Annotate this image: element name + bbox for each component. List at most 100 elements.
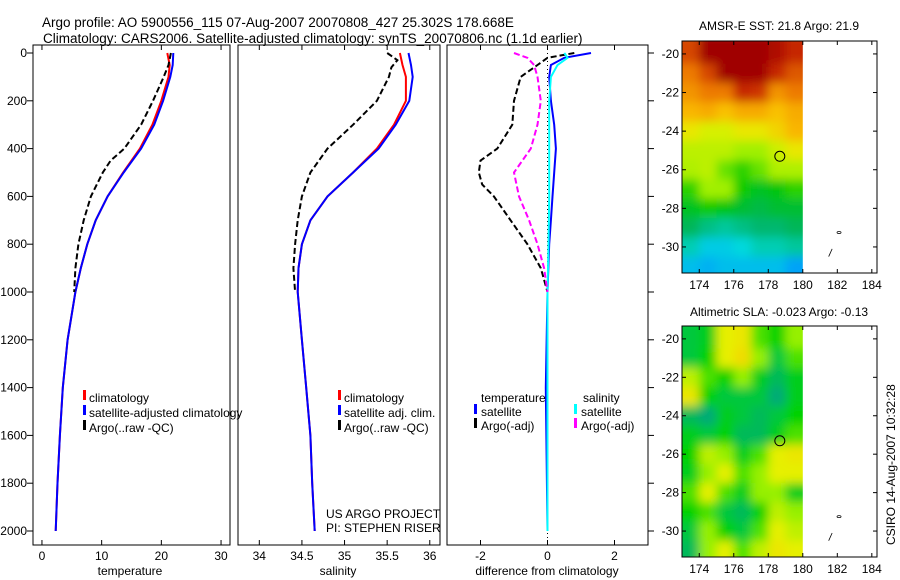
heatmap-cell <box>716 386 735 408</box>
sst-map: 174 176 178 180 182 184 -20 -22 -24 -26 -28 -30 <box>662 40 882 292</box>
heatmap-cell <box>699 367 718 388</box>
heatmap-cell <box>785 406 803 427</box>
difference-xlabel: difference from climatology <box>475 564 618 578</box>
x-tick-label: 180 <box>793 278 813 292</box>
heatmap-cell <box>751 63 770 84</box>
heatmap-cell <box>682 82 701 104</box>
heatmap-cell <box>716 367 735 388</box>
heatmap-cell <box>751 41 770 65</box>
heatmap-cell <box>716 41 735 65</box>
legend-diff-temp-argo: Argo(-adj) <box>481 419 534 433</box>
y-tick-label: -22 <box>662 86 680 100</box>
heatmap-cell <box>733 256 753 273</box>
legend-swatch <box>474 404 477 414</box>
heatmap-cell <box>751 444 770 465</box>
legend-header-temperature: temperature <box>481 391 546 405</box>
timestamp-footer: CSIRO 14-Aug-2007 10:32:28 <box>884 384 898 545</box>
heatmap-cell <box>733 348 753 369</box>
legend-temp-argo: Argo(..raw -QC) <box>89 421 174 435</box>
heatmap-cell <box>733 82 753 104</box>
heatmap-cell <box>768 41 787 65</box>
x-tick-label: 35 <box>338 549 352 563</box>
heatmap-cell <box>768 502 787 523</box>
heatmap-cell <box>716 540 735 557</box>
x-tick-label: 184 <box>862 278 882 292</box>
y-tick-label: -26 <box>662 163 680 177</box>
legend-sal-climatology: climatology <box>344 391 404 405</box>
heatmap-cell <box>682 367 701 388</box>
series-line-salinity-argo-adj- <box>512 52 549 293</box>
series-line-satellite-adj-clim- <box>296 52 414 532</box>
heatmap-cell <box>785 444 803 465</box>
heatmap-cell <box>716 82 735 104</box>
island-outline <box>836 231 842 234</box>
heatmap-cell <box>716 348 735 369</box>
y-tick-label: 1000 <box>0 285 27 299</box>
heatmap-cell <box>751 521 770 542</box>
y-tick-label: -26 <box>662 447 680 461</box>
heatmap-cell <box>768 82 787 104</box>
heatmap-cell <box>733 41 753 65</box>
heatmap-cell <box>682 102 701 123</box>
heatmap-cell <box>785 326 803 350</box>
heatmap-cell <box>682 386 701 408</box>
heatmap-cell <box>682 406 701 427</box>
heatmap-cell <box>768 217 787 239</box>
legend-diff-sal-argo: Argo(-adj) <box>581 419 634 433</box>
heatmap-grid <box>682 326 803 557</box>
y-tick-label: 1800 <box>0 476 27 490</box>
heatmap-cell <box>699 63 718 84</box>
heatmap-cell <box>768 140 787 162</box>
heatmap-cell <box>733 367 753 388</box>
island-outline <box>836 515 842 519</box>
title-line-1: Argo profile: AO 5900556_115 07-Aug-2007… <box>42 15 514 30</box>
heatmap-cell <box>768 463 787 485</box>
heatmap-cell <box>785 82 803 104</box>
heatmap-cell <box>733 483 753 504</box>
series-line-salinity-satellite <box>546 52 569 531</box>
heatmap-cell <box>682 217 701 239</box>
map-frame <box>681 40 878 274</box>
heatmap-cell <box>768 326 787 350</box>
heatmap-cell <box>768 121 787 142</box>
heatmap-cell <box>785 160 803 181</box>
heatmap-cell <box>751 502 770 523</box>
heatmap-cell <box>682 179 701 200</box>
heatmap-cell <box>699 502 718 523</box>
heatmap-cell <box>733 140 753 162</box>
heatmap-cell <box>699 160 718 181</box>
heatmap-cell <box>682 425 701 446</box>
legend-swatch <box>474 418 477 428</box>
heatmap-cell <box>716 256 735 273</box>
sla-map: 174 176 178 180 182 184 -20 -22 -24 -26 -28 -30 <box>662 325 882 576</box>
x-tick-label: 176 <box>724 278 744 292</box>
heatmap-cell <box>699 521 718 542</box>
heatmap-cell <box>716 179 735 200</box>
x-tick-label: 34 <box>253 549 267 563</box>
y-tick-label: 600 <box>7 189 27 203</box>
x-tick-label: 10 <box>95 549 109 563</box>
heatmap-cell <box>733 386 753 408</box>
x-tick-label: 184 <box>862 562 882 576</box>
legend-header-salinity: salinity <box>583 391 620 405</box>
x-tick-label: -2 <box>475 549 486 563</box>
heatmap-cell <box>733 406 753 427</box>
legend-swatch <box>338 420 341 430</box>
x-tick-label: 182 <box>827 562 847 576</box>
heatmap-cell <box>699 326 718 350</box>
panel-frame <box>32 44 231 546</box>
heatmap-cell <box>716 237 735 258</box>
y-tick-label: 800 <box>7 237 27 251</box>
heatmap-cell <box>785 41 803 65</box>
heatmap-cell <box>733 237 753 258</box>
heatmap-cell <box>682 198 701 219</box>
heatmap-cells <box>682 326 803 557</box>
heatmap-cell <box>733 540 753 557</box>
heatmap-grid <box>682 41 803 273</box>
heatmap-cell <box>785 367 803 388</box>
title-line-2: Climatology: CARS2006. Satellite-adjuste… <box>43 31 583 46</box>
heatmap-cell <box>716 160 735 181</box>
heatmap-cell <box>682 463 701 485</box>
heatmap-cell <box>785 425 803 446</box>
